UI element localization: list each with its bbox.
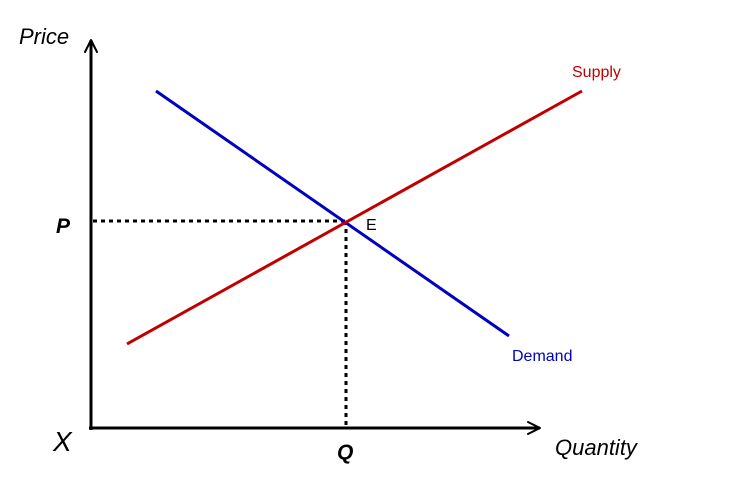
supply-label: Supply bbox=[572, 64, 621, 81]
x-axis-arrow bbox=[527, 421, 541, 435]
demand-curve bbox=[155, 89, 510, 338]
y-axis-label: Price bbox=[19, 24, 69, 49]
supply-curve bbox=[126, 89, 583, 346]
origin-label: X bbox=[52, 426, 73, 457]
equilibrium-price-label: P bbox=[56, 215, 71, 238]
x-axis-label: Quantity bbox=[555, 435, 639, 460]
equilibrium-quantity-label: Q bbox=[337, 441, 353, 464]
equilibrium-point-label: E bbox=[366, 217, 377, 234]
y-axis-arrow bbox=[84, 39, 98, 53]
demand-label: Demand bbox=[512, 348, 572, 365]
